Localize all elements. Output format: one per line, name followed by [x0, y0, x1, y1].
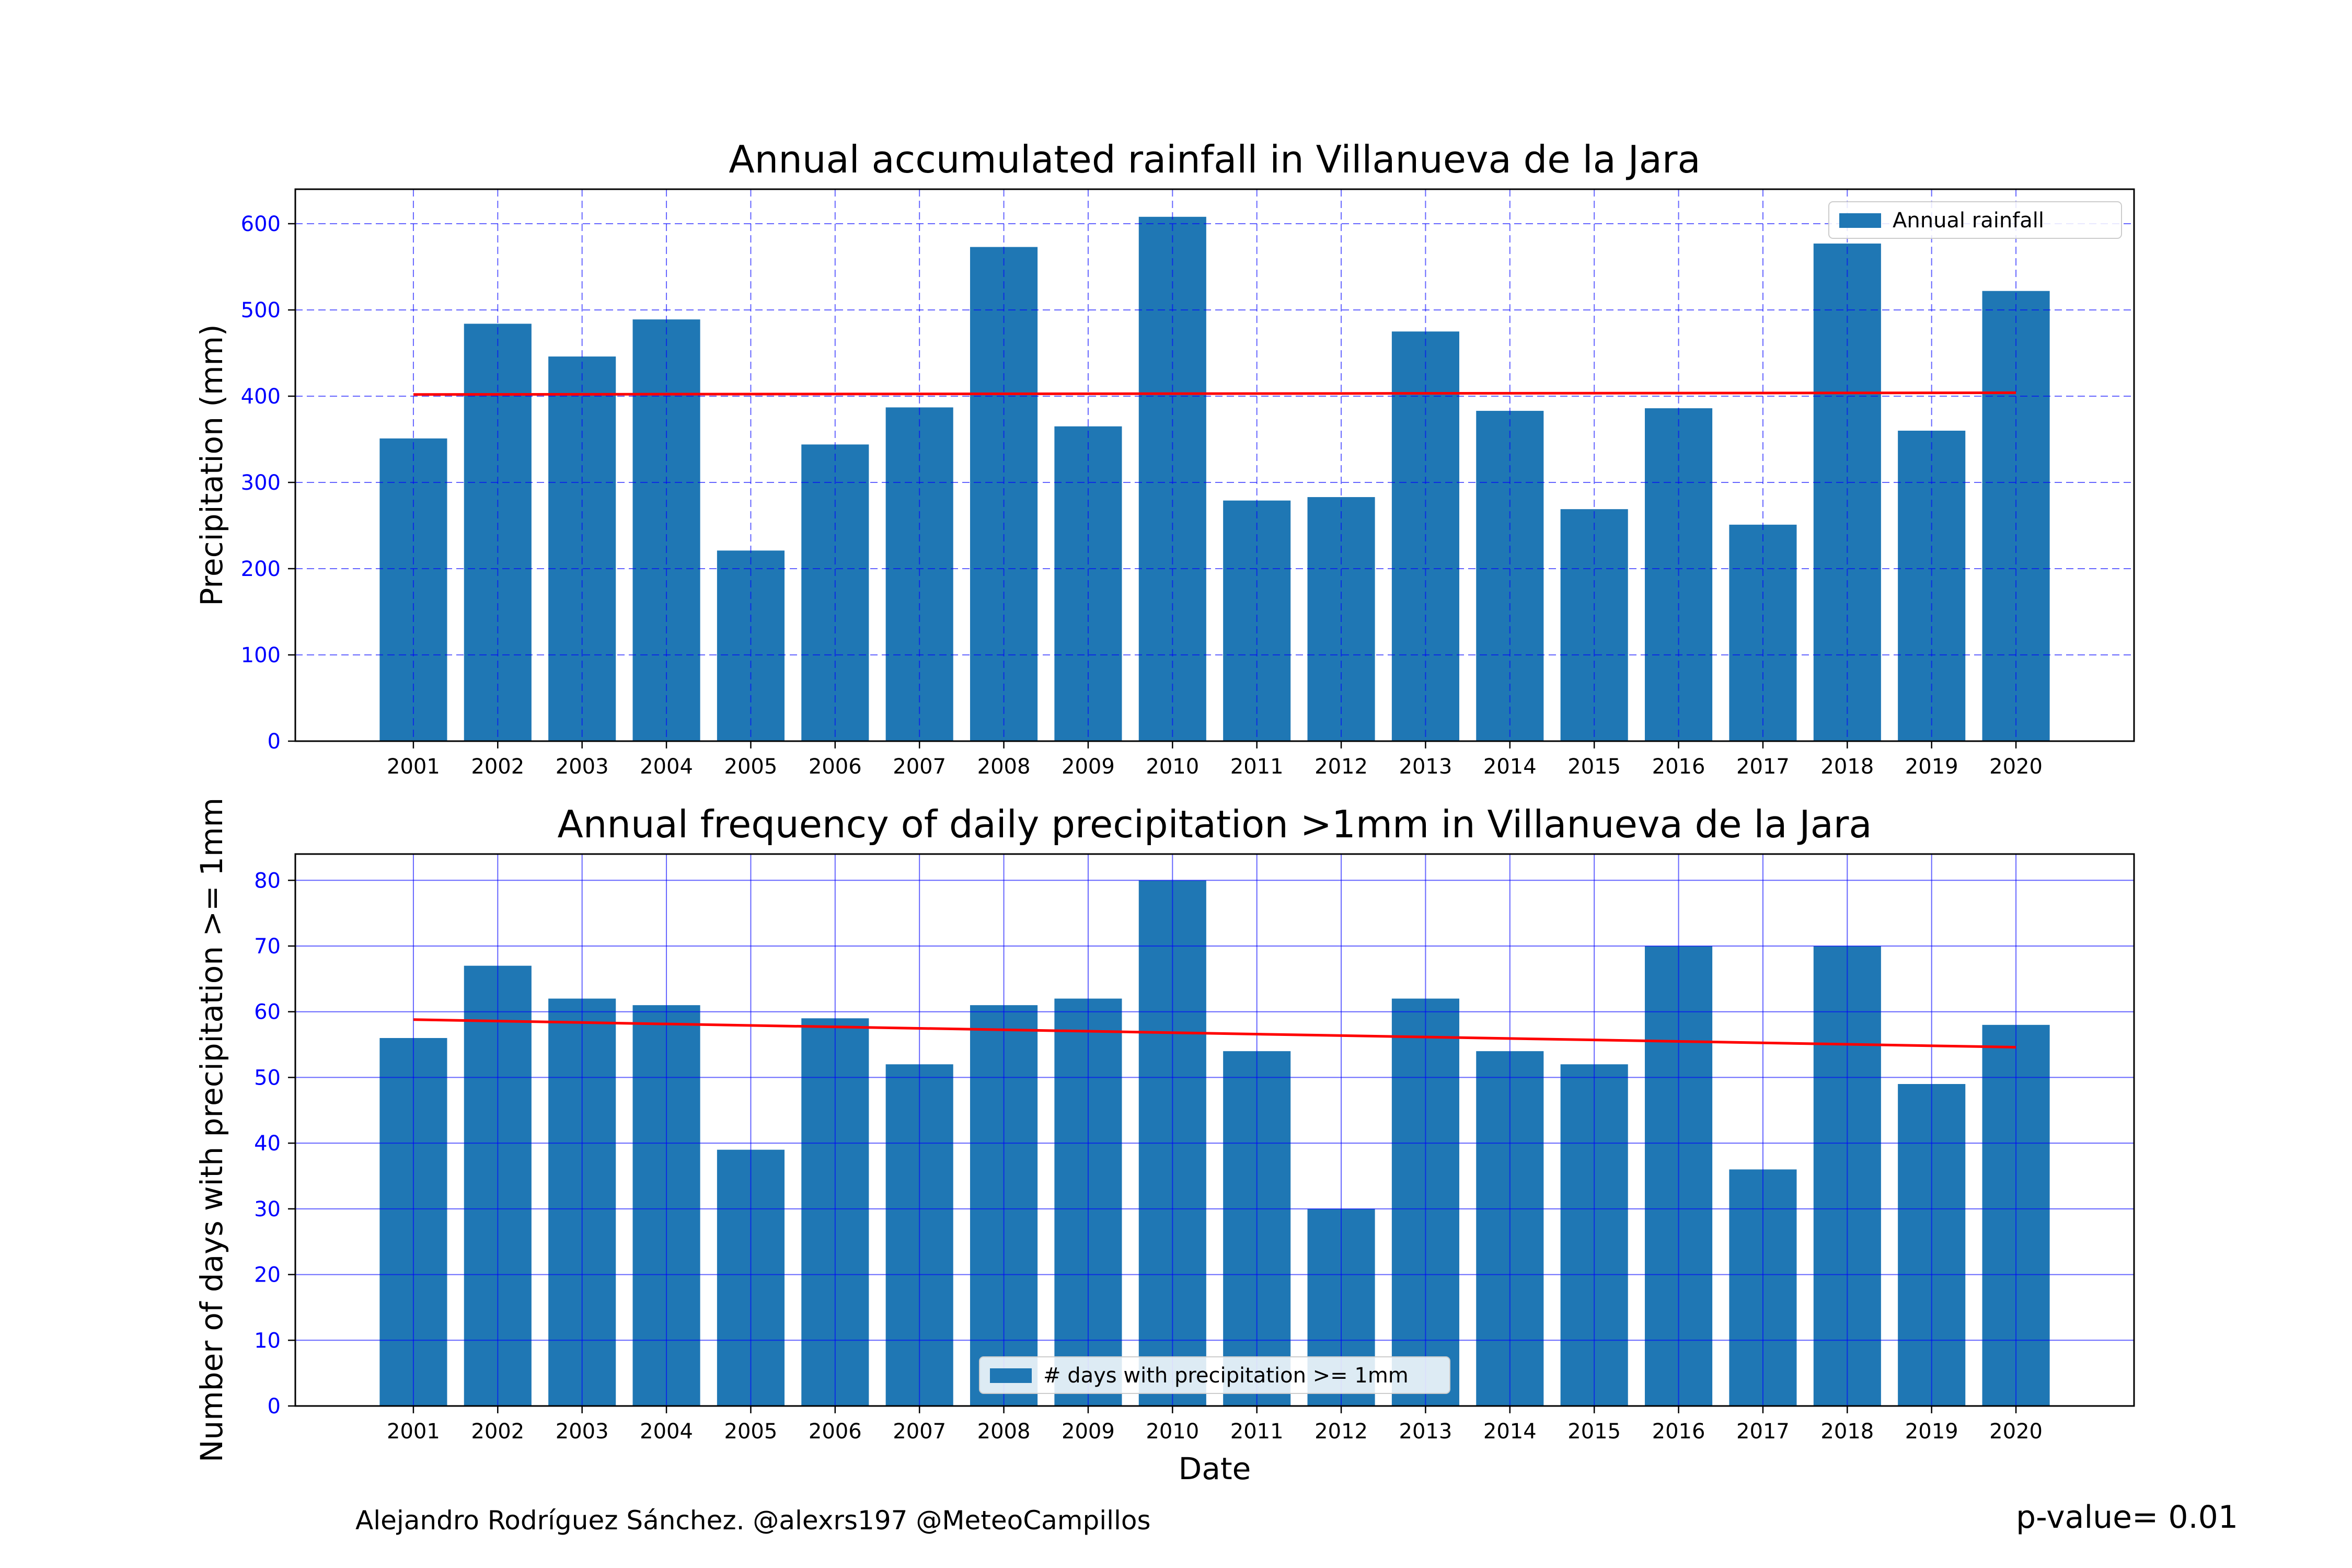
- legend-label: # days with precipitation >= 1mm: [1043, 1364, 1409, 1388]
- x-tick-label: 2006: [809, 1420, 862, 1444]
- y-axis-label: Precipitation (mm): [194, 324, 229, 606]
- x-tick-label: 2014: [1483, 755, 1537, 779]
- x-tick-label: 2015: [1567, 755, 1621, 779]
- x-tick-label: 2005: [724, 755, 778, 779]
- x-tick-label: 2002: [471, 1420, 524, 1444]
- x-tick-label: 2018: [1820, 1420, 1874, 1444]
- x-tick-label: 2012: [1315, 1420, 1368, 1444]
- y-tick-label: 200: [241, 557, 281, 581]
- x-tick-label: 2017: [1736, 755, 1790, 779]
- x-tick-label: 2011: [1230, 755, 1284, 779]
- legend-label: Annual rainfall: [1893, 209, 2044, 233]
- chart-2: 0 10 20 30 40 50 60 70 80 2001 2002 2003 2004 2005 200…: [194, 798, 2135, 1486]
- x-tick-label: 2016: [1652, 1420, 1705, 1444]
- y-tick-label: 300: [241, 471, 281, 495]
- x-tick-label: 2015: [1567, 1420, 1621, 1444]
- y-tick-label: 70: [254, 935, 281, 959]
- y-axis-label: Number of days with precipitation >= 1mm: [194, 798, 229, 1462]
- legend-swatch: [990, 1368, 1032, 1383]
- x-tick-label: 2016: [1652, 755, 1705, 779]
- plot-frame: [294, 853, 2135, 1407]
- x-axis-label: Date: [1179, 1451, 1251, 1486]
- legend-box: [979, 1356, 1450, 1394]
- y-tick-label: 0: [268, 1394, 281, 1419]
- y-tick-label: 500: [241, 298, 281, 322]
- y-tick-label: 400: [241, 385, 281, 409]
- x-tick-label: 2008: [977, 1420, 1031, 1444]
- p-value-label: p-value= 0.01: [2016, 1499, 2238, 1536]
- x-tick-label: 2011: [1230, 1420, 1284, 1444]
- x-tick-label: 2020: [1989, 1420, 2043, 1444]
- x-tick-label: 2002: [471, 755, 524, 779]
- x-tick-label: 2008: [977, 755, 1031, 779]
- x-tick-label: 2004: [640, 1420, 693, 1444]
- y-tick-label: 0: [268, 730, 281, 754]
- chart-title: Annual accumulated rainfall in Villanuev…: [729, 137, 1700, 181]
- y-tick-label: 600: [241, 212, 281, 236]
- legend: # days with precipitation >= 1mm: [979, 1356, 1450, 1394]
- trend-line: [413, 1018, 2016, 1049]
- x-tick-label: 2013: [1399, 1420, 1452, 1444]
- x-tick-label: 2007: [893, 755, 946, 779]
- x-tick-label: 2009: [1062, 755, 1115, 779]
- x-tick-label: 2004: [640, 755, 693, 779]
- y-tick-label: 10: [254, 1329, 281, 1353]
- x-tick-label: 2014: [1483, 1420, 1537, 1444]
- x-tick-label: 2007: [893, 1420, 946, 1444]
- y-tick-label: 20: [254, 1263, 281, 1287]
- y-tick-label: 100: [241, 643, 281, 667]
- chart-1: 0 100 200 300 400 500 600 2001 2002 2003 2004 2005 2…: [194, 137, 2135, 779]
- legend: Annual rainfall: [1828, 201, 2122, 239]
- x-tick-label: 2018: [1820, 755, 1874, 779]
- x-tick-label: 2010: [1146, 755, 1199, 779]
- x-tick-label: 2001: [387, 1420, 440, 1444]
- y-tick-label: 40: [254, 1132, 281, 1156]
- y-tick-label: 80: [254, 869, 281, 893]
- y-tick-label: 50: [254, 1066, 281, 1090]
- x-tick-label: 2009: [1062, 1420, 1115, 1444]
- legend-swatch: [1839, 213, 1881, 228]
- x-tick-label: 2003: [556, 1420, 609, 1444]
- x-tick-label: 2005: [724, 1420, 778, 1444]
- bar-2015: [1560, 509, 1628, 741]
- x-tick-label: 2019: [1905, 755, 1958, 779]
- plot-frame: [294, 188, 2135, 742]
- x-tick-label: 2020: [1989, 755, 2043, 779]
- x-tick-label: 2006: [809, 755, 862, 779]
- x-tick-label: 2010: [1146, 1420, 1199, 1444]
- x-tick-label: 2001: [387, 755, 440, 779]
- legend-box: [1828, 201, 2122, 239]
- y-tick-label: 60: [254, 1000, 281, 1024]
- y-tick-label: 30: [254, 1197, 281, 1221]
- chart-title: Annual frequency of daily precipitation …: [557, 802, 1872, 846]
- x-tick-label: 2017: [1736, 1420, 1790, 1444]
- x-tick-label: 2013: [1399, 755, 1452, 779]
- x-tick-label: 2019: [1905, 1420, 1958, 1444]
- author-credit: Alejandro Rodríguez Sánchez. @alexrs197 …: [355, 1505, 1151, 1536]
- x-tick-label: 2012: [1315, 755, 1368, 779]
- trend-line: [413, 391, 2016, 396]
- x-tick-label: 2003: [556, 755, 609, 779]
